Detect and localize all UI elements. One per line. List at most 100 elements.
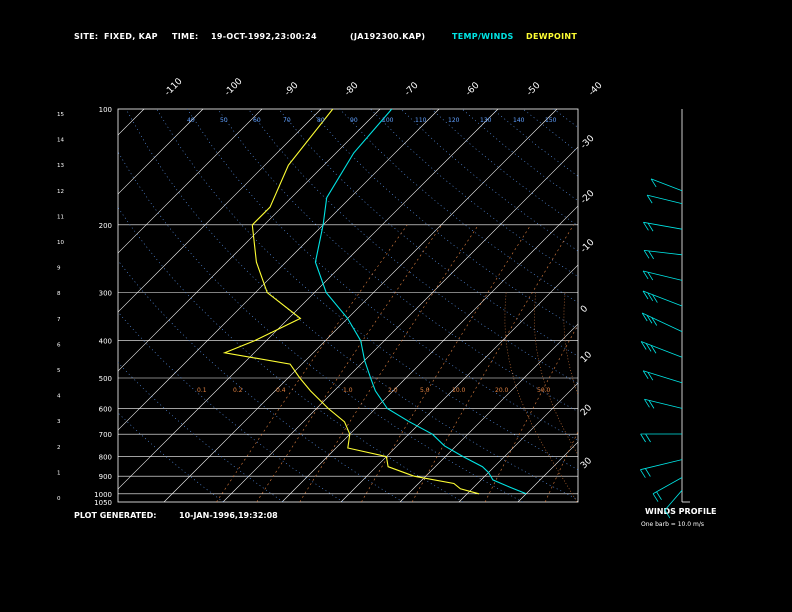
- theta-label: 130: [480, 117, 492, 124]
- mixing-ratio-line: [610, 225, 738, 502]
- dry-adiabat: [676, 109, 792, 502]
- mixing-ratio-label: 0.4: [276, 387, 286, 394]
- wind-barb-shaft: [643, 370, 683, 384]
- height-tick-label: 3: [57, 419, 61, 425]
- temp-label-top: -80: [343, 80, 361, 98]
- winds-profile-note: One barb = 10.0 m/s: [641, 521, 704, 528]
- height-tick-label: 4: [57, 394, 61, 400]
- mixing-ratio-label: 5.0: [420, 387, 430, 394]
- moist-adiabat: [534, 292, 578, 456]
- dry-adiabat: [118, 311, 344, 502]
- wind-barb-flag: [651, 317, 658, 326]
- height-tick-label: 6: [57, 342, 61, 348]
- moist-adiabat: [593, 293, 665, 502]
- isotherm-line: [458, 382, 578, 502]
- wind-barb-flag: [642, 290, 649, 300]
- mixing-ratio-label: 1.0: [343, 387, 353, 394]
- pressure-label: 800: [99, 454, 112, 462]
- temp-label-top: -90: [283, 80, 301, 98]
- theta-label: 100: [382, 117, 394, 124]
- wind-barb-flag: [646, 315, 653, 324]
- dry-adiabat: [156, 109, 578, 470]
- theta-label: 140: [513, 117, 525, 124]
- site-label: SITE:: [74, 32, 99, 41]
- isotherm-line: [340, 264, 578, 502]
- isotherm-line: [0, 109, 26, 502]
- wind-barb-shaft: [644, 398, 683, 409]
- wind-barb-flag: [647, 371, 654, 381]
- mixing-ratio-line: [299, 224, 479, 502]
- mixing-ratio-label: 10.0: [452, 387, 466, 394]
- wind-barb-flag: [647, 271, 654, 281]
- dry-adiabat: [118, 207, 463, 502]
- dry-adiabat: [431, 109, 578, 227]
- wind-barb-flag: [640, 433, 646, 443]
- site-value: FIXED, KAP: [104, 32, 158, 41]
- plot-generated-value: 10-JAN-1996,19:32:08: [179, 511, 278, 520]
- temp-label-top: -60: [464, 80, 482, 98]
- pressure-label: 100: [99, 106, 112, 114]
- legend-dewpoint: DEWPOINT: [526, 32, 578, 41]
- mixing-ratio-label: 0.1: [197, 387, 207, 394]
- isotherm-line: [118, 109, 204, 195]
- wind-barb-flag: [645, 433, 651, 443]
- mixing-ratio-line: [216, 224, 408, 502]
- theta-label: 90: [350, 117, 358, 124]
- dry-adiabat: [278, 109, 578, 357]
- isotherm-line: [576, 500, 578, 502]
- wind-barb-flag: [643, 250, 650, 259]
- temp-label-top: -100: [223, 76, 245, 98]
- pressure-label: 600: [99, 405, 112, 413]
- wind-barb-flag: [656, 491, 662, 500]
- wind-barb-shaft: [640, 459, 683, 471]
- plot-generated-label: PLOT GENERATED:: [74, 511, 157, 520]
- temp-label-right: -20: [579, 188, 597, 206]
- isotherm-line: [754, 109, 792, 502]
- height-tick-label: 8: [57, 291, 61, 297]
- isotherm-line: [399, 323, 578, 502]
- mixing-ratio-line: [544, 431, 578, 502]
- wind-barb-flag: [652, 294, 658, 303]
- isotherm-line: [163, 109, 558, 502]
- wind-barb-flag: [644, 399, 650, 408]
- wind-barb-flag: [650, 345, 657, 354]
- mixing-ratio-line: [256, 224, 442, 502]
- mixing-ratio-line: [701, 225, 792, 502]
- pressure-label: 900: [99, 473, 112, 481]
- mixing-ratio-line: [411, 224, 574, 502]
- isotherm-line: [517, 441, 578, 502]
- height-tick-label: 7: [57, 317, 61, 323]
- pressure-label: 500: [99, 375, 112, 383]
- wind-barb-flag: [652, 493, 659, 502]
- mixing-ratio-line: [361, 224, 532, 502]
- wind-barb-flag: [648, 400, 655, 409]
- isotherm-line: [281, 205, 578, 502]
- wind-barb-shaft: [650, 178, 683, 192]
- dry-adiabat: [461, 109, 578, 202]
- wind-barb-flag: [640, 341, 647, 350]
- height-tick-label: 9: [57, 266, 61, 272]
- theta-label: 60: [253, 117, 261, 124]
- isotherm-line: [0, 109, 85, 502]
- dry-adiabat: [522, 109, 578, 153]
- height-tick-label: 12: [57, 189, 64, 195]
- wind-barb-shaft: [643, 270, 683, 281]
- height-tick-label: 13: [57, 163, 64, 169]
- wind-barb-flag: [647, 222, 654, 232]
- grid-layer: [0, 109, 792, 502]
- mixing-ratio-label: 0.2: [233, 387, 243, 394]
- height-tick-label: 0: [57, 496, 61, 502]
- isotherm-line: [222, 146, 578, 502]
- temp-label-top: -110: [163, 76, 185, 98]
- isotherm-line: [118, 109, 263, 254]
- wind-barb-shaft: [652, 477, 683, 495]
- dewpoint-profile: [222, 109, 480, 495]
- isotherm-line: [118, 109, 499, 490]
- temp-label-right: 30: [579, 456, 594, 471]
- wind-barb-flag: [645, 343, 652, 352]
- file-id: (JA192300.KAP): [350, 32, 426, 41]
- wind-barb-shaft: [644, 249, 683, 256]
- dry-adiabat: [118, 151, 523, 502]
- theta-label: 70: [283, 117, 291, 124]
